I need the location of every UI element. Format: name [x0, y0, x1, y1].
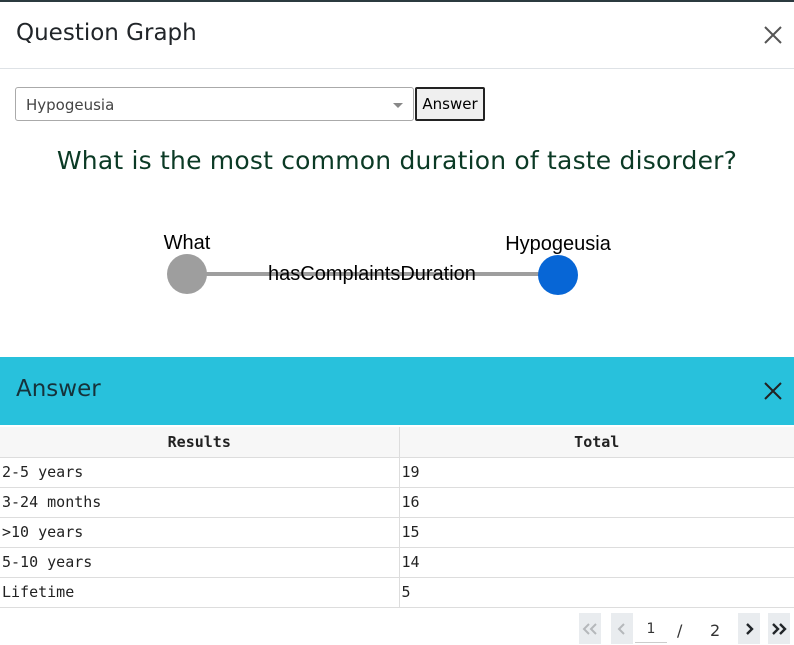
- table-row: Lifetime 5: [0, 577, 794, 608]
- page-number-input[interactable]: [635, 616, 667, 643]
- window-top-border: [0, 0, 794, 2]
- prev-page-button[interactable]: [611, 613, 633, 644]
- total-pages: 2: [710, 621, 721, 640]
- graph-node-what[interactable]: [167, 254, 207, 294]
- question-graph: What Hypogeusia hasComplaintsDuration: [164, 232, 612, 295]
- table-row: >10 years 15: [0, 517, 794, 548]
- total-cell: 5: [399, 577, 794, 608]
- column-header-results[interactable]: Results: [0, 427, 400, 458]
- table-row: 2-5 years 19: [0, 457, 794, 488]
- result-cell: 2-5 years: [0, 457, 400, 488]
- result-cell: Lifetime: [0, 577, 400, 608]
- table-row: 3-24 months 16: [0, 487, 794, 518]
- graph-edge-label: hasComplaintsDuration: [268, 263, 476, 285]
- graph-node-label-what: What: [164, 232, 211, 254]
- answer-panel-title: Answer: [16, 376, 101, 402]
- close-modal-button[interactable]: [758, 20, 788, 50]
- answer-button[interactable]: Answer: [415, 87, 485, 121]
- column-header-total[interactable]: Total: [399, 427, 794, 458]
- graph-node-hypogeusia[interactable]: [538, 255, 578, 295]
- last-page-button[interactable]: [768, 613, 790, 644]
- double-chevron-left-icon: [582, 622, 597, 635]
- page-separator: /: [677, 621, 683, 640]
- chevron-left-icon: [617, 622, 625, 635]
- close-answer-button[interactable]: [758, 376, 788, 406]
- next-page-button[interactable]: [738, 613, 760, 644]
- answer-panel-header: Answer: [0, 357, 794, 425]
- total-cell: 19: [399, 457, 794, 488]
- result-cell: 3-24 months: [0, 487, 400, 518]
- concept-select-value: Hypogeusia: [26, 96, 115, 114]
- total-cell: 14: [399, 547, 794, 578]
- question-graph-header: Question Graph: [0, 2, 794, 69]
- close-icon: [764, 382, 782, 400]
- table-row: 5-10 years 14: [0, 547, 794, 578]
- first-page-button[interactable]: [579, 613, 601, 644]
- close-icon: [764, 26, 782, 44]
- double-chevron-right-icon: [772, 622, 787, 635]
- result-cell: >10 years: [0, 517, 400, 548]
- total-cell: 15: [399, 517, 794, 548]
- result-cell: 5-10 years: [0, 547, 400, 578]
- table-header-row: Results Total: [0, 427, 794, 458]
- chevron-right-icon: [746, 622, 754, 635]
- modal-title: Question Graph: [16, 20, 197, 46]
- graph-node-label-hypogeusia: Hypogeusia: [505, 233, 612, 255]
- results-table: Results Total 2-5 years 19 3-24 months 16 …: [0, 427, 794, 608]
- total-cell: 16: [399, 487, 794, 518]
- chevron-down-icon: [393, 103, 403, 108]
- question-text: What is the most common duration of tast…: [56, 146, 738, 175]
- concept-select[interactable]: Hypogeusia: [15, 87, 414, 121]
